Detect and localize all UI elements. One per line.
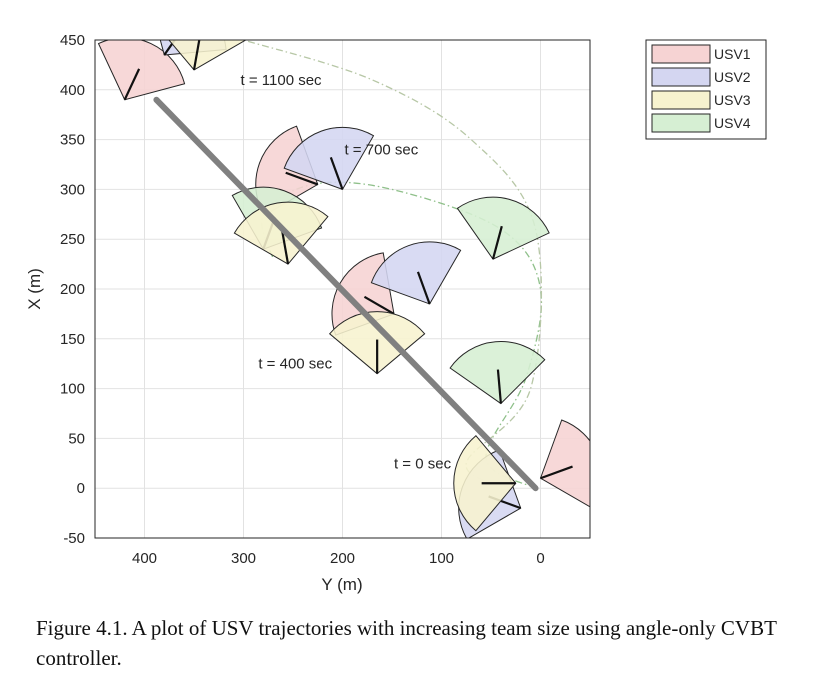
x-tick-label: 300 bbox=[231, 550, 256, 567]
usv-trajectory-chart: 400 300 200 100 0 -50 0 50 100 150 200 250 300 350 40… bbox=[25, 32, 767, 594]
legend-swatch bbox=[651, 113, 711, 133]
x-tick-label: 400 bbox=[132, 550, 157, 567]
y-tick-label: 200 bbox=[60, 281, 85, 298]
y-axis-label: X (m) bbox=[25, 268, 44, 310]
y-tick-label: 300 bbox=[60, 181, 85, 198]
y-tick-label: 250 bbox=[60, 231, 85, 248]
sensor-cone-usv1 bbox=[97, 40, 186, 101]
sensor-cone-usv3 bbox=[233, 201, 329, 265]
x-axis-label: Y (m) bbox=[321, 575, 362, 594]
legend: USV1 USV2 USV3 USV4 bbox=[645, 39, 767, 140]
time-annotations: t = 1100 sec t = 700 sec t = 400 sec t = 0 … bbox=[241, 72, 452, 472]
plot-border bbox=[94, 39, 591, 539]
y-tick-label: 350 bbox=[60, 132, 85, 149]
sensor-cones bbox=[97, 40, 590, 538]
x-tick-label: 0 bbox=[536, 550, 544, 567]
sensor-cone-usv3 bbox=[168, 40, 247, 71]
y-tick-label: 50 bbox=[68, 430, 85, 447]
y-tick-label: 450 bbox=[60, 32, 85, 49]
sensor-cone-usv2 bbox=[370, 241, 462, 305]
y-tick-label: 400 bbox=[60, 82, 85, 99]
sensor-cone-usv1 bbox=[539, 419, 590, 508]
legend-swatch bbox=[651, 44, 711, 64]
legend-entry: USV1 bbox=[651, 44, 751, 64]
legend-entry: USV3 bbox=[651, 90, 751, 110]
legend-swatch bbox=[651, 90, 711, 110]
time-annotation: t = 700 sec bbox=[344, 142, 418, 159]
y-tick-label: 150 bbox=[60, 331, 85, 348]
sensor-cone-usv3 bbox=[328, 311, 426, 375]
y-tick-labels: -50 0 50 100 150 200 250 300 350 400 450 bbox=[60, 32, 85, 547]
sensor-cone-usv2 bbox=[283, 126, 375, 191]
legend-label: USV2 bbox=[714, 69, 751, 85]
sensor-cone-usv4 bbox=[148, 40, 153, 41]
time-annotation: t = 400 sec bbox=[258, 356, 332, 373]
team-path bbox=[153, 96, 539, 492]
figure-caption: Figure 4.1. A plot of USV trajectories w… bbox=[36, 616, 777, 670]
legend-entry: USV4 bbox=[651, 113, 751, 133]
sensor-cone-usv4 bbox=[456, 196, 550, 260]
y-tick-label: 100 bbox=[60, 381, 85, 398]
time-annotation: t = 0 sec bbox=[394, 455, 452, 472]
x-tick-labels: 400 300 200 100 0 bbox=[132, 550, 545, 567]
legend-label: USV3 bbox=[714, 92, 751, 108]
legend-swatch bbox=[651, 67, 711, 87]
y-tick-label: -50 bbox=[63, 530, 85, 547]
time-annotation: t = 1100 sec bbox=[241, 72, 323, 89]
x-tick-label: 100 bbox=[429, 550, 454, 567]
legend-entry: USV2 bbox=[651, 67, 751, 87]
legend-label: USV4 bbox=[714, 115, 751, 131]
team-centroid-path bbox=[153, 96, 539, 492]
y-tick-label: 0 bbox=[77, 480, 85, 497]
sensor-cone-usv3 bbox=[453, 435, 517, 532]
x-tick-label: 200 bbox=[330, 550, 355, 567]
legend-label: USV1 bbox=[714, 46, 751, 62]
sensor-cone-usv4 bbox=[449, 341, 546, 405]
